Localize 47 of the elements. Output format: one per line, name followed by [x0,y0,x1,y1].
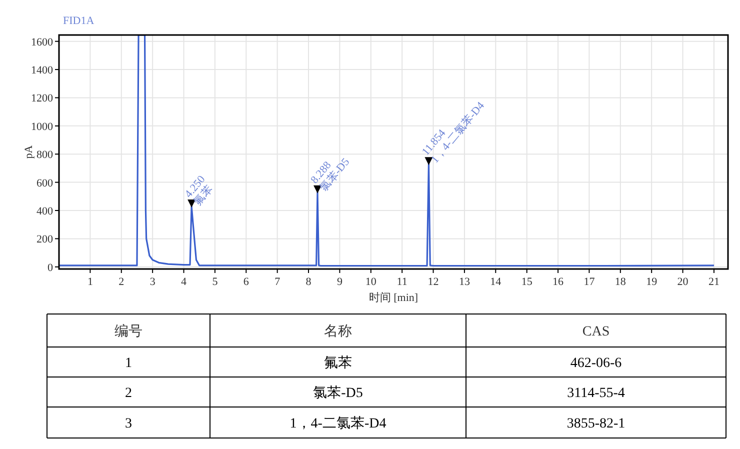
text: 3 [125,416,132,432]
x-tick-label: 7 [274,276,281,288]
text: 2 [125,386,132,401]
point [424,157,433,166]
y-tick-label: 1400 [31,64,54,77]
x-tick-label: 19 [646,276,658,288]
x-tick-label: 18 [614,276,626,288]
x-tick-label: 16 [552,276,564,288]
x-tick-label: 9 [336,276,343,288]
x-tick-label: 12 [428,276,439,288]
y-tick-label: 600 [36,177,54,190]
x-tick-label: 15 [521,276,533,288]
category-label: 编号 [114,324,142,340]
y-axis-title: pA [23,145,35,159]
x-tick-label: 11 [396,276,408,288]
text: 氯苯-D5 [313,385,363,401]
y-tick-label: 0 [48,262,54,274]
chart-title: FID1A [63,15,94,27]
x-tick-label: 17 [584,276,596,288]
x-tick-label: 20 [677,276,689,288]
y-tick-label: 800 [36,149,54,162]
text: 氟苯 [324,355,352,371]
text: 3114-55-4 [567,386,625,401]
x-tick-label: 13 [458,276,470,288]
category-label: 名称 [324,324,352,340]
x-tick-label: 3 [150,276,156,288]
text: 462-06-6 [570,356,622,371]
text: 1 [125,356,132,371]
text: 1，4-二氯苯-D4 [290,416,386,432]
x-tick-label: 4 [181,276,188,288]
y-tick-label: 200 [36,234,54,246]
x-tick-label: 2 [118,276,124,288]
x-tick-label: 6 [243,276,250,288]
line-series [59,35,715,267]
x-tick-label: 14 [490,276,502,288]
x-axis-title: 时间 [min] [368,291,418,304]
y-tick-label: 1200 [31,92,54,105]
x-tick-label: 5 [212,276,218,288]
y-tick-label: 1600 [31,36,54,48]
x-tick-label: 10 [365,276,377,288]
category-label: CAS [582,324,610,340]
y-tick-label: 1000 [31,120,54,133]
x-tick-label: 21 [708,276,720,288]
x-tick-label: 8 [306,276,312,288]
x-tick-label: 1 [87,276,93,288]
text: 3855-82-1 [566,416,626,432]
y-tick-label: 400 [36,206,54,218]
